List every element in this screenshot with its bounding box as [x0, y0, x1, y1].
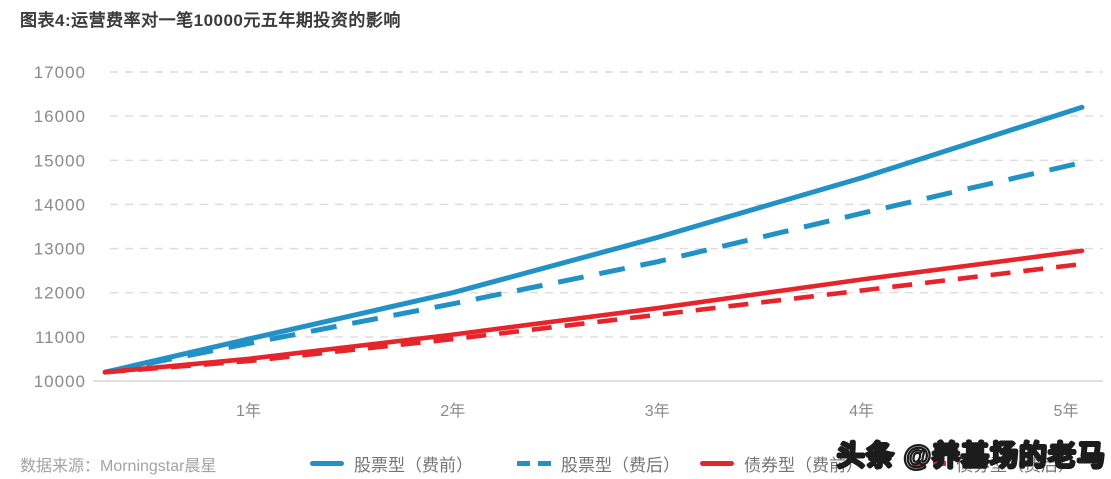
y-axis-tick-label: 15000: [34, 151, 86, 170]
legend-label: 股票型（费后）: [561, 455, 680, 475]
y-axis-tick-label: 13000: [34, 240, 86, 259]
x-axis-tick-label: 5年: [1054, 402, 1079, 420]
data-source-label: 数据来源：Morningstar晨星: [20, 458, 217, 475]
legend-label: 股票型（费前）: [354, 455, 473, 475]
series-line-2: [102, 248, 1085, 375]
y-axis-tick-label: 11000: [35, 328, 86, 347]
legend-line-sample-dashed-blue: [517, 460, 551, 466]
legend-line-sample-solid-blue: [310, 460, 344, 466]
line-chart: 17000 16000 15000 14000 13000 12000 11000 10000…: [34, 63, 1103, 420]
legend-label: 债券型（费前）: [744, 455, 863, 475]
legend-item-equity-net: 股票型（费后）: [517, 452, 680, 475]
toutiao-watermark: 头条 @养基场的老马: [836, 439, 1106, 472]
legend-label: 债券型（费后）: [956, 455, 1075, 475]
legend-line-sample-solid-red: [700, 460, 734, 466]
legend-line-sample-dashed-red: [912, 460, 946, 466]
y-axis-tick-label: 12000: [34, 284, 86, 303]
series-line-3: [104, 261, 1083, 375]
series-line-0: [102, 104, 1085, 375]
y-axis-tick-label: 10000: [34, 372, 86, 391]
x-axis-tick-label: 2年: [440, 402, 465, 420]
y-axis-tick-label: 14000: [34, 195, 86, 214]
y-axis-tick-label: 17000: [34, 63, 86, 82]
legend-item-bond-net: 债券型（费后）: [912, 452, 1075, 475]
x-axis-tick-label: 1年: [236, 402, 261, 420]
x-axis-tick-label: 4年: [849, 402, 874, 420]
series-line-1: [104, 160, 1083, 375]
y-axis-tick-label: 16000: [34, 107, 86, 126]
chart-title: 图表4:运营费率对一笔10000元五年期投资的影响: [20, 11, 401, 30]
legend-item-bond-gross: 债券型（费前）: [700, 452, 863, 475]
legend-item-equity-gross: 股票型（费前）: [310, 452, 473, 475]
x-axis-tick-label: 3年: [645, 402, 670, 420]
